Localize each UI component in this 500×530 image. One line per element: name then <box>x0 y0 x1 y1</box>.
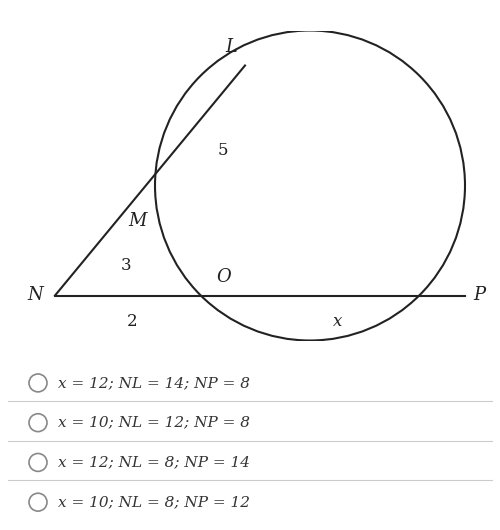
Text: P: P <box>473 287 485 305</box>
Text: x = 10; NL = 12; NP = 8: x = 10; NL = 12; NP = 8 <box>58 416 250 430</box>
Text: 5: 5 <box>218 142 228 159</box>
Text: L: L <box>225 38 237 56</box>
Text: M: M <box>128 213 147 231</box>
Text: x = 12; NL = 8; NP = 14: x = 12; NL = 8; NP = 14 <box>58 455 250 470</box>
Text: N: N <box>27 287 43 305</box>
Text: x = 10; NL = 8; NP = 12: x = 10; NL = 8; NP = 12 <box>58 495 250 509</box>
Text: 3: 3 <box>121 257 132 274</box>
Text: O: O <box>216 268 231 286</box>
Text: x = 12; NL = 14; NP = 8: x = 12; NL = 14; NP = 8 <box>58 376 250 390</box>
Text: x: x <box>333 314 342 331</box>
Text: 2: 2 <box>127 314 138 331</box>
